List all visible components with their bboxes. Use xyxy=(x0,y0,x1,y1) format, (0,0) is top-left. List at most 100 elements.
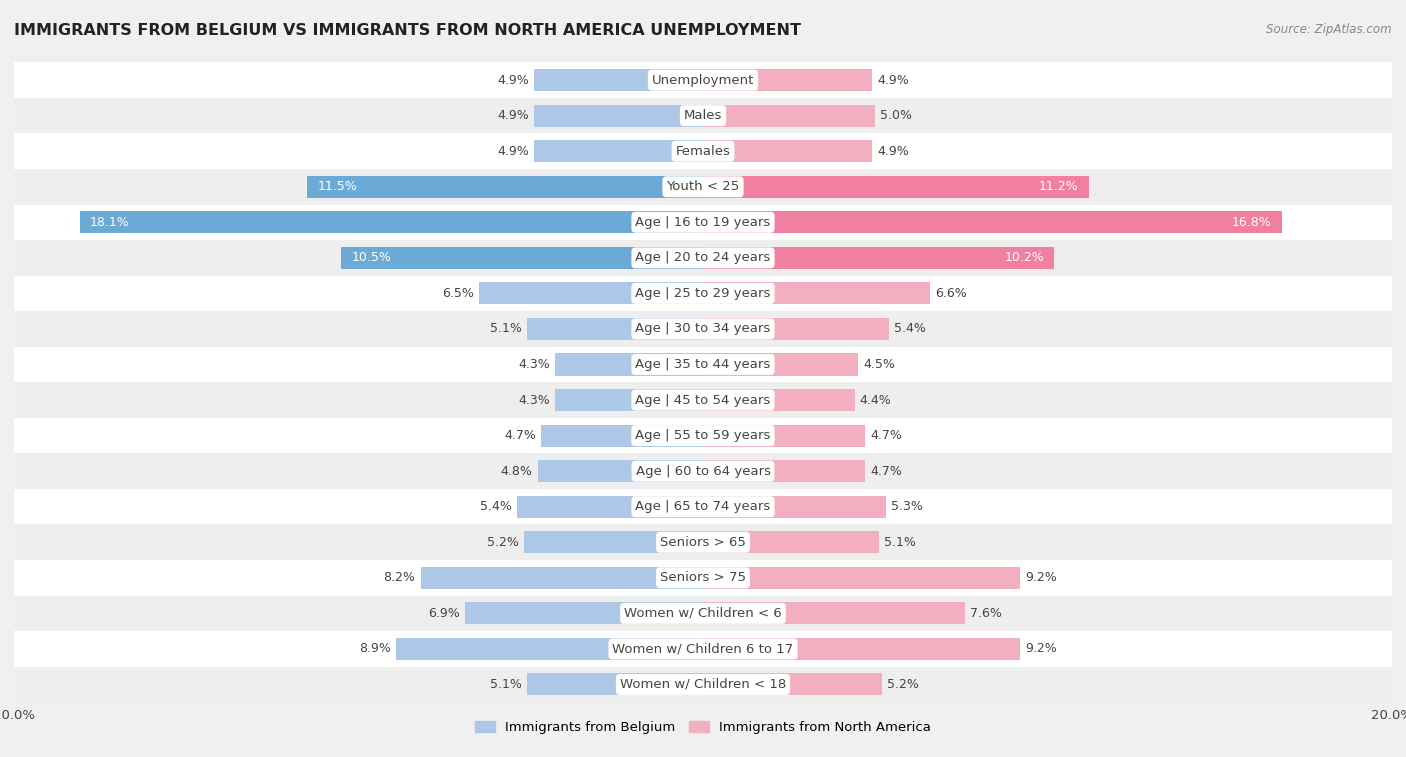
Bar xyxy=(703,638,1019,660)
Text: Age | 55 to 59 years: Age | 55 to 59 years xyxy=(636,429,770,442)
Text: 11.2%: 11.2% xyxy=(1039,180,1078,193)
Text: Youth < 25: Youth < 25 xyxy=(666,180,740,193)
Bar xyxy=(703,282,931,304)
Bar xyxy=(541,425,703,447)
Bar xyxy=(14,240,1392,276)
Bar xyxy=(14,98,1392,133)
Bar xyxy=(703,603,965,625)
Bar xyxy=(703,104,875,126)
Bar xyxy=(80,211,703,233)
Bar xyxy=(703,247,1054,269)
Text: 4.8%: 4.8% xyxy=(501,465,533,478)
Text: 5.2%: 5.2% xyxy=(486,536,519,549)
Text: 10.2%: 10.2% xyxy=(1004,251,1045,264)
Text: Unemployment: Unemployment xyxy=(652,73,754,86)
Text: Seniors > 75: Seniors > 75 xyxy=(659,572,747,584)
Bar xyxy=(703,674,882,696)
Bar xyxy=(703,496,886,518)
Bar xyxy=(555,389,703,411)
Text: 9.2%: 9.2% xyxy=(1025,572,1057,584)
Bar xyxy=(14,382,1392,418)
Bar xyxy=(517,496,703,518)
Bar xyxy=(14,489,1392,525)
Text: 11.5%: 11.5% xyxy=(318,180,357,193)
Text: Seniors > 65: Seniors > 65 xyxy=(659,536,747,549)
Bar xyxy=(555,354,703,375)
Bar xyxy=(703,176,1088,198)
Bar xyxy=(465,603,703,625)
Bar xyxy=(703,354,858,375)
Text: Age | 16 to 19 years: Age | 16 to 19 years xyxy=(636,216,770,229)
Text: 4.9%: 4.9% xyxy=(498,73,529,86)
Bar xyxy=(14,596,1392,631)
Bar xyxy=(537,460,703,482)
Bar xyxy=(479,282,703,304)
Bar xyxy=(14,667,1392,702)
Bar xyxy=(14,560,1392,596)
Bar xyxy=(14,276,1392,311)
Bar xyxy=(527,318,703,340)
Text: Women w/ Children < 18: Women w/ Children < 18 xyxy=(620,678,786,691)
Bar xyxy=(307,176,703,198)
Text: 8.2%: 8.2% xyxy=(384,572,415,584)
Bar xyxy=(703,460,865,482)
Bar xyxy=(14,133,1392,169)
Bar xyxy=(14,347,1392,382)
Bar xyxy=(14,311,1392,347)
Text: Women w/ Children 6 to 17: Women w/ Children 6 to 17 xyxy=(613,643,793,656)
Text: Age | 20 to 24 years: Age | 20 to 24 years xyxy=(636,251,770,264)
Text: 5.2%: 5.2% xyxy=(887,678,920,691)
Text: 5.4%: 5.4% xyxy=(479,500,512,513)
Text: Age | 25 to 29 years: Age | 25 to 29 years xyxy=(636,287,770,300)
Text: 4.7%: 4.7% xyxy=(870,429,901,442)
Text: 4.7%: 4.7% xyxy=(505,429,536,442)
Text: 5.1%: 5.1% xyxy=(884,536,915,549)
Text: Males: Males xyxy=(683,109,723,122)
Text: 5.1%: 5.1% xyxy=(491,678,522,691)
Bar xyxy=(14,204,1392,240)
Bar xyxy=(14,169,1392,204)
Text: 4.9%: 4.9% xyxy=(877,145,908,157)
Text: 4.3%: 4.3% xyxy=(517,394,550,407)
Text: Women w/ Children < 6: Women w/ Children < 6 xyxy=(624,607,782,620)
Text: 5.1%: 5.1% xyxy=(491,322,522,335)
Text: 4.3%: 4.3% xyxy=(517,358,550,371)
Bar xyxy=(524,531,703,553)
Text: Age | 35 to 44 years: Age | 35 to 44 years xyxy=(636,358,770,371)
Text: 16.8%: 16.8% xyxy=(1232,216,1271,229)
Text: 5.3%: 5.3% xyxy=(891,500,922,513)
Bar xyxy=(527,674,703,696)
Bar xyxy=(703,425,865,447)
Text: 18.1%: 18.1% xyxy=(90,216,129,229)
Text: 6.6%: 6.6% xyxy=(935,287,967,300)
Text: 7.6%: 7.6% xyxy=(970,607,1002,620)
Bar xyxy=(703,211,1282,233)
Bar xyxy=(14,453,1392,489)
Bar xyxy=(534,104,703,126)
Bar xyxy=(14,525,1392,560)
Bar xyxy=(703,389,855,411)
Text: 6.5%: 6.5% xyxy=(441,287,474,300)
Bar xyxy=(420,567,703,589)
Text: Females: Females xyxy=(675,145,731,157)
Bar xyxy=(703,318,889,340)
Text: 4.5%: 4.5% xyxy=(863,358,896,371)
Text: Age | 45 to 54 years: Age | 45 to 54 years xyxy=(636,394,770,407)
Text: Age | 65 to 74 years: Age | 65 to 74 years xyxy=(636,500,770,513)
Bar xyxy=(534,69,703,91)
Text: Age | 30 to 34 years: Age | 30 to 34 years xyxy=(636,322,770,335)
Bar xyxy=(534,140,703,162)
Text: 4.4%: 4.4% xyxy=(859,394,891,407)
Text: Source: ZipAtlas.com: Source: ZipAtlas.com xyxy=(1267,23,1392,36)
Text: 10.5%: 10.5% xyxy=(352,251,391,264)
Bar xyxy=(14,631,1392,667)
Text: 5.4%: 5.4% xyxy=(894,322,927,335)
Text: Age | 60 to 64 years: Age | 60 to 64 years xyxy=(636,465,770,478)
Bar xyxy=(342,247,703,269)
Bar xyxy=(703,531,879,553)
Text: 4.9%: 4.9% xyxy=(498,145,529,157)
Bar xyxy=(14,62,1392,98)
Text: 9.2%: 9.2% xyxy=(1025,643,1057,656)
Text: IMMIGRANTS FROM BELGIUM VS IMMIGRANTS FROM NORTH AMERICA UNEMPLOYMENT: IMMIGRANTS FROM BELGIUM VS IMMIGRANTS FR… xyxy=(14,23,801,38)
Text: 8.9%: 8.9% xyxy=(360,643,391,656)
